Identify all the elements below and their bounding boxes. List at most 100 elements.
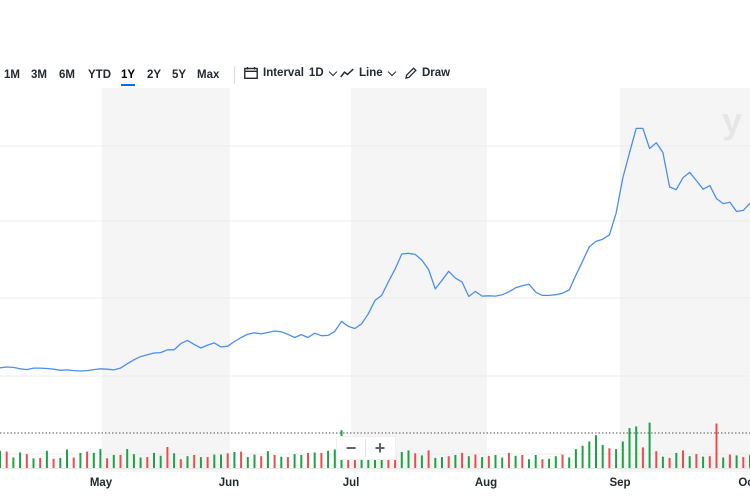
line-chart-icon (340, 68, 354, 78)
volume-bar (179, 459, 182, 468)
volume-bar (661, 456, 664, 468)
volume-bar (92, 452, 95, 468)
draw-button[interactable]: Draw (405, 67, 450, 79)
x-tick-label: Oc (738, 477, 750, 489)
x-tick-label: Jun (219, 477, 239, 489)
volume-bar (528, 459, 530, 468)
volume-bar (514, 455, 517, 468)
volume-bar (25, 454, 28, 468)
volume-bar (554, 456, 557, 468)
volume-bar (153, 452, 155, 468)
range-button-max[interactable]: Max (197, 69, 220, 81)
volume-bar (682, 450, 684, 468)
volume-bar (5, 451, 8, 468)
volume-bar (742, 457, 745, 468)
volume-bar (595, 435, 597, 468)
chart-type-label: Line (359, 67, 383, 79)
volume-bar (119, 455, 122, 468)
volume-bar (568, 457, 571, 468)
range-button-1m[interactable]: 1M (4, 69, 20, 81)
volume-bar (434, 457, 437, 468)
volume-bar (715, 423, 718, 468)
pencil-icon (405, 67, 417, 79)
volume-bar (260, 456, 263, 468)
volume-bar (588, 441, 591, 468)
volume-bar (327, 450, 330, 468)
volume-bar (400, 452, 403, 468)
volume-bar (146, 457, 149, 468)
volume-bar (206, 457, 209, 468)
volume-bar (380, 453, 383, 468)
volume-bar (467, 456, 470, 468)
volume-bar (32, 458, 35, 468)
volume-bar (173, 453, 176, 468)
volume-bar (233, 452, 236, 468)
volume-bar (735, 455, 738, 468)
toolbar-divider (234, 66, 235, 84)
volume-bar (246, 457, 249, 468)
volume-bar (266, 451, 269, 468)
volume-bar (454, 455, 457, 468)
volume-bar (708, 456, 711, 468)
volume-bar (461, 452, 464, 468)
x-axis: May Jun Jul Aug Sep Oc (90, 477, 750, 489)
price-chart[interactable]: May Jun Jul Aug Sep Oc (0, 88, 750, 500)
volume-bar (695, 454, 698, 468)
range-button-3m[interactable]: 3M (31, 69, 47, 81)
volume-bar (615, 449, 618, 468)
range-button-ytd[interactable]: YTD (88, 69, 111, 81)
chart-toolbar: 1M 3M 6M YTD 1Y 2Y 5Y Max Interval 1D Li… (0, 62, 750, 88)
volume-bar (353, 455, 356, 468)
zoom-out-button[interactable]: − (345, 438, 357, 458)
range-button-1y[interactable]: 1Y (121, 69, 136, 86)
volume-bar (487, 455, 490, 468)
volume-bar (320, 452, 323, 468)
chevron-down-icon (387, 67, 396, 76)
volume-bar (608, 448, 611, 468)
volume-bar (548, 458, 551, 468)
volume-bar (574, 449, 577, 468)
volume-bar (474, 454, 477, 468)
volume-bar (86, 451, 89, 468)
price-series (0, 127, 750, 372)
volume-bar (635, 426, 638, 468)
volume-bar (561, 454, 564, 468)
volume-bar (126, 449, 129, 468)
volume-bar (722, 457, 725, 468)
watermark-logo: y (722, 100, 742, 141)
interval-button[interactable]: Interval 1D (244, 67, 337, 79)
volume-bar (166, 447, 169, 468)
volume-bar (481, 457, 484, 468)
volume-bar (728, 454, 731, 468)
volume-bar (293, 454, 296, 468)
month-band (102, 88, 230, 472)
volume-bar (139, 457, 142, 468)
draw-label: Draw (422, 67, 451, 79)
volume-bar (273, 455, 276, 468)
x-tick-label: May (90, 477, 113, 489)
volume-bar (447, 456, 450, 468)
chevron-down-icon (328, 67, 337, 76)
zoom-controls: − + (336, 436, 396, 460)
volume-bar (414, 453, 417, 468)
volume-bar (407, 450, 410, 468)
volume-bars (0, 422, 750, 469)
zoom-in-button[interactable]: + (374, 438, 386, 458)
volume-bar (199, 457, 202, 468)
month-shading (102, 88, 750, 472)
volume-bar (668, 457, 671, 468)
chart-type-button[interactable]: Line (340, 67, 396, 79)
volume-bar (159, 455, 162, 468)
range-button-2y[interactable]: 2Y (147, 69, 162, 81)
range-button-5y[interactable]: 5Y (172, 69, 187, 81)
x-tick-label: Jul (343, 477, 360, 489)
volume-bar (394, 455, 397, 468)
volume-bar (621, 441, 624, 468)
volume-bar (648, 422, 651, 468)
range-button-6m[interactable]: 6M (59, 69, 75, 81)
volume-bar (581, 445, 584, 468)
zoom-divider (365, 439, 366, 457)
volume-bar (186, 456, 189, 468)
volume-bar (39, 457, 42, 468)
volume-bar (72, 457, 75, 468)
